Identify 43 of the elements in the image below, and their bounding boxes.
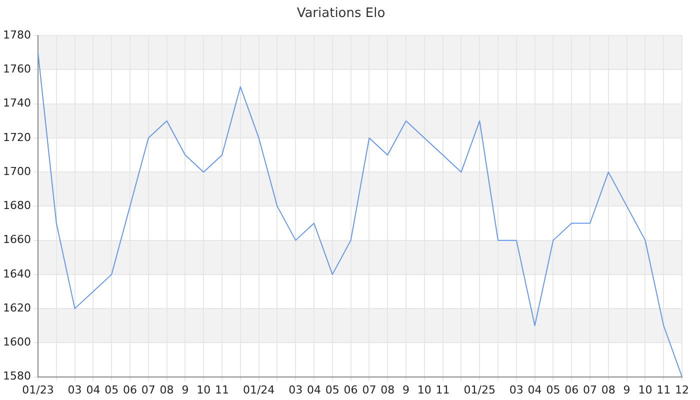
x-tick-label: 03 — [509, 383, 524, 396]
x-tick-label: 11 — [436, 383, 450, 396]
y-tick-label: 1660 — [2, 233, 31, 246]
x-tick-label: 9 — [623, 383, 630, 396]
x-tick-label: 01/23 — [22, 383, 54, 396]
x-tick-label: 10 — [196, 383, 211, 396]
x-tick-label: 06 — [122, 383, 137, 396]
y-tick-label: 1700 — [2, 164, 31, 178]
x-tick-label: 06 — [564, 383, 579, 396]
y-tick-label: 1780 — [2, 28, 31, 42]
x-tick-label: 11 — [214, 383, 229, 396]
x-tick-label: 11 — [656, 383, 671, 396]
x-tick-label: 04 — [306, 383, 321, 396]
x-tick-label: 04 — [528, 383, 542, 396]
y-tick-label: 1620 — [2, 301, 31, 314]
x-tick-label: 01/24 — [242, 383, 275, 396]
x-tick-label: 05 — [104, 383, 119, 396]
x-tick-label: 03 — [68, 383, 82, 396]
x-tick-label: 01/25 — [464, 383, 496, 396]
x-tick-label: 9 — [402, 383, 410, 396]
x-tick-label: 9 — [182, 383, 189, 396]
y-tick-label: 1600 — [2, 336, 31, 349]
x-tick-label: 05 — [325, 383, 340, 396]
x-tick-label: 08 — [160, 383, 174, 396]
x-tick-label: 04 — [86, 383, 100, 396]
y-tick-label: 1640 — [2, 267, 31, 280]
x-tick-label: 07 — [362, 383, 376, 396]
y-tick-label: 1740 — [2, 96, 31, 110]
chart-title: Variations Elo — [296, 6, 386, 22]
y-tick-label: 1720 — [2, 130, 31, 144]
x-tick-label: 08 — [601, 383, 616, 396]
y-tick-label: 1580 — [2, 370, 31, 383]
x-tick-label: 03 — [288, 383, 303, 396]
y-tick-label: 1680 — [2, 199, 31, 212]
x-tick-label: 10 — [417, 383, 432, 396]
x-tick-label: 07 — [583, 383, 597, 396]
x-tick-label: 07 — [141, 383, 156, 396]
x-tick-label: 10 — [638, 383, 652, 396]
x-tick-label: 05 — [546, 383, 560, 396]
x-tick-label: 06 — [344, 383, 358, 396]
y-tick-label: 1760 — [2, 62, 31, 76]
x-tick-label: 12 — [675, 383, 689, 396]
x-tick-label: 08 — [380, 383, 395, 396]
